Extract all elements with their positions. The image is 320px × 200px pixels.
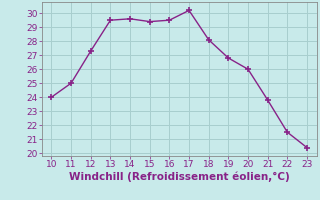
X-axis label: Windchill (Refroidissement éolien,°C): Windchill (Refroidissement éolien,°C) <box>69 172 290 182</box>
